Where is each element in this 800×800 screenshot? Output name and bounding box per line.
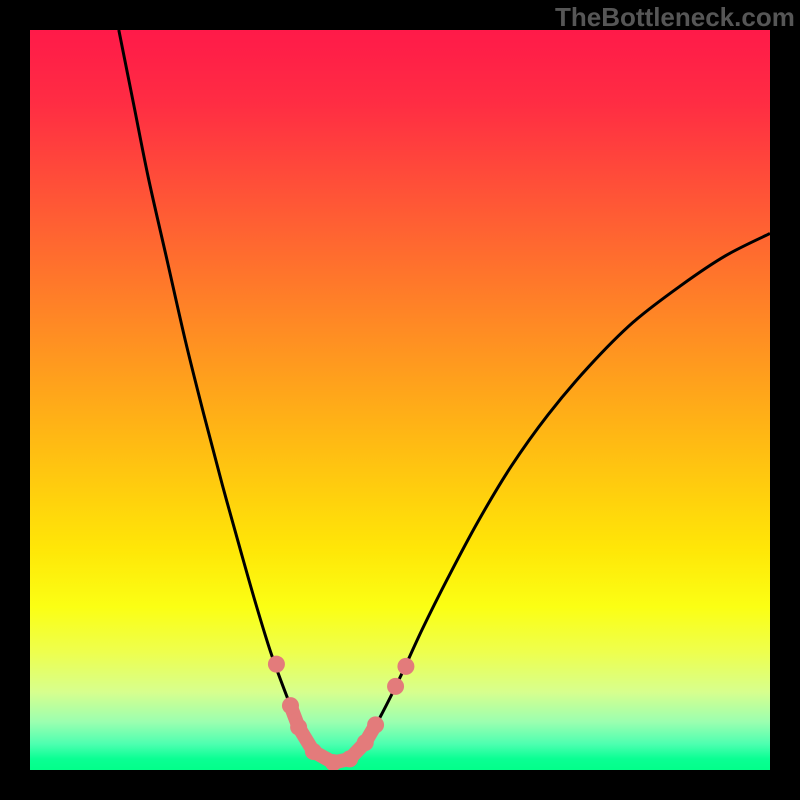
series-pink-overlay-marker bbox=[268, 656, 285, 673]
series-pink-overlay-marker bbox=[341, 750, 358, 767]
chart-frame: TheBottleneck.com bbox=[0, 0, 800, 800]
chart-svg bbox=[30, 30, 770, 770]
series-pink-overlay-marker bbox=[305, 743, 322, 760]
series-pink-overlay-marker bbox=[397, 658, 414, 675]
series-pink-overlay-marker bbox=[387, 678, 404, 695]
series-pink-overlay-marker bbox=[367, 716, 384, 733]
series-pink-overlay-marker bbox=[282, 697, 299, 714]
plot-area bbox=[30, 30, 770, 770]
series-pink-overlay-marker bbox=[357, 734, 374, 751]
series-black-curve bbox=[119, 30, 770, 763]
series-pink-overlay-marker bbox=[290, 719, 307, 736]
watermark-text: TheBottleneck.com bbox=[555, 2, 795, 33]
